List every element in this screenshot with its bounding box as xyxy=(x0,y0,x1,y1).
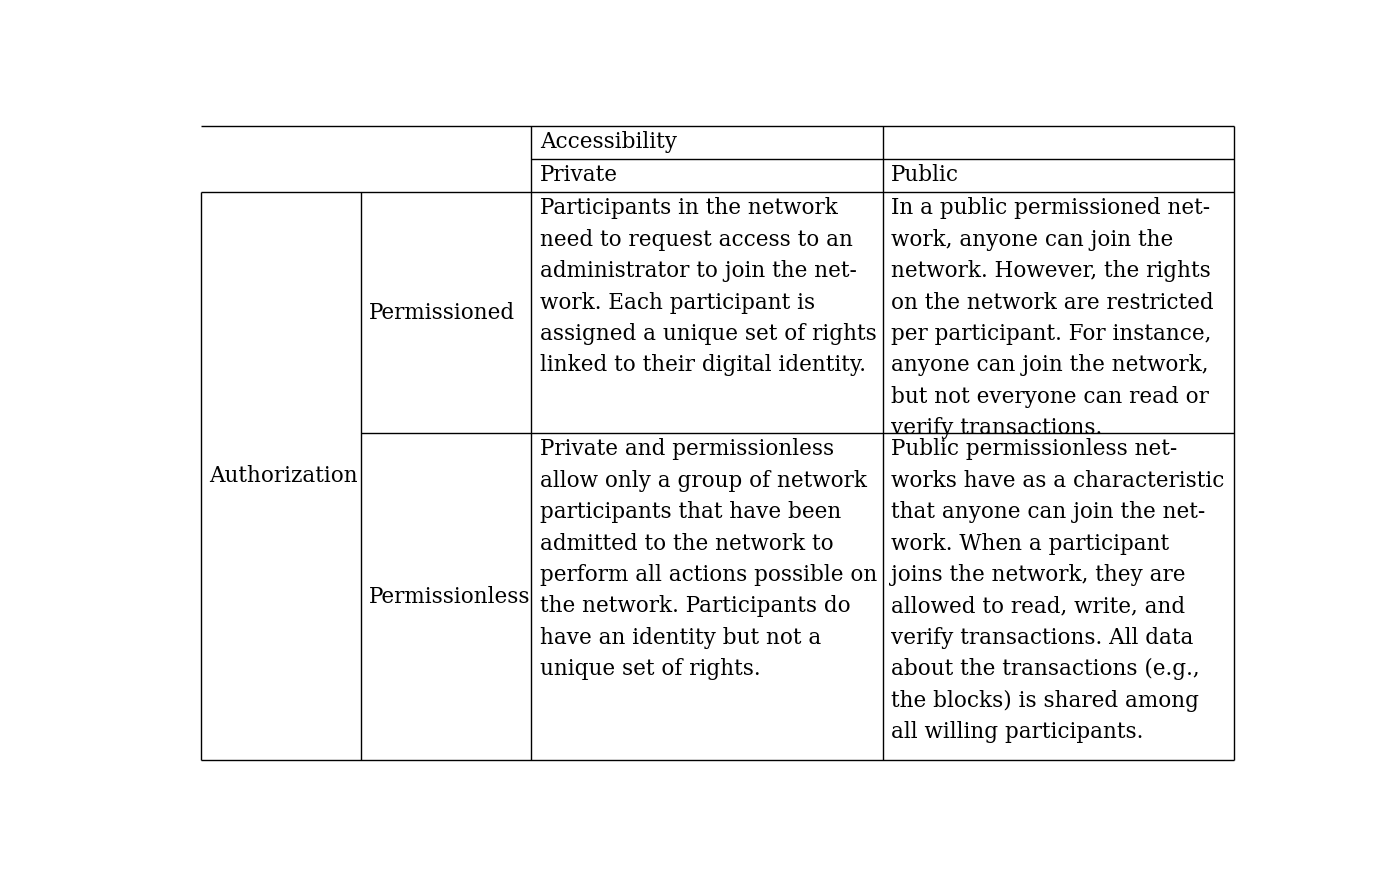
Text: In a public permissioned net-
work, anyone can join the
network. However, the ri: In a public permissioned net- work, anyo… xyxy=(892,197,1214,439)
Text: Authorization: Authorization xyxy=(210,465,358,487)
Text: Accessibility: Accessibility xyxy=(540,131,676,153)
Text: Public: Public xyxy=(892,165,960,187)
Text: Permissionless: Permissionless xyxy=(369,586,531,608)
Text: Private: Private xyxy=(540,165,618,187)
Text: Participants in the network
need to request access to an
administrator to join t: Participants in the network need to requ… xyxy=(540,197,876,376)
Text: Private and permissionless
allow only a group of network
participants that have : Private and permissionless allow only a … xyxy=(540,439,876,680)
Text: Permissioned: Permissioned xyxy=(369,301,515,323)
Text: Public permissionless net-
works have as a characteristic
that anyone can join t: Public permissionless net- works have as… xyxy=(892,439,1225,743)
